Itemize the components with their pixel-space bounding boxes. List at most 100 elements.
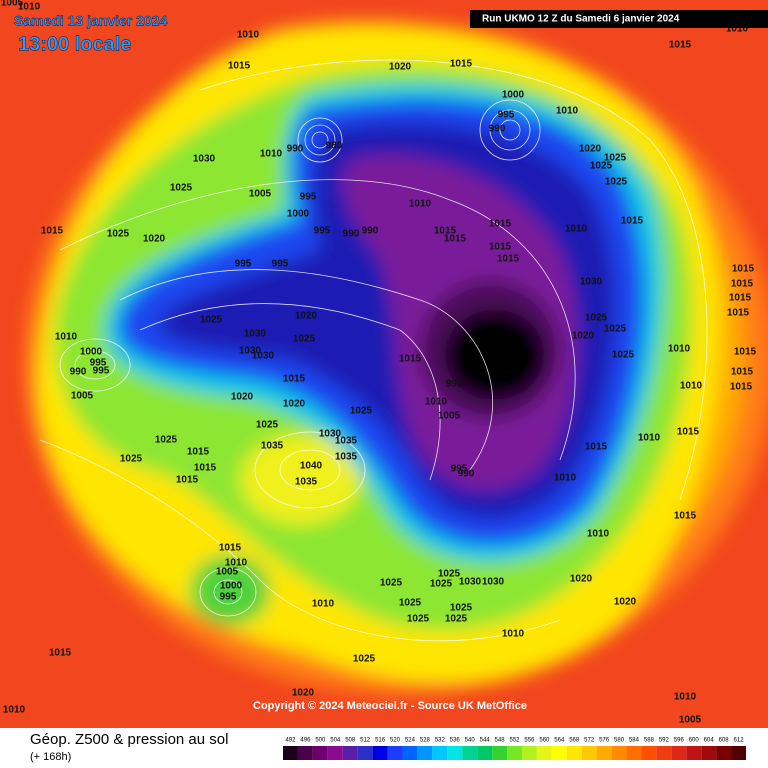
isobar-label: 1020 xyxy=(295,311,318,322)
scale-swatch xyxy=(731,746,746,760)
scale-swatch xyxy=(477,746,493,760)
isobar-label: 1010 xyxy=(18,2,41,13)
scale-label: 540 xyxy=(465,738,476,744)
scale-swatch xyxy=(372,746,388,760)
isobar-label: 1030 xyxy=(580,277,603,288)
isobar-label: 1020 xyxy=(292,688,315,699)
scale-label: 492 xyxy=(285,738,296,744)
isobar-label: 1010 xyxy=(502,629,525,640)
isobar-label: 1040 xyxy=(300,461,323,472)
isobar-label: 1020 xyxy=(570,574,593,585)
isobar-label: 995 xyxy=(314,226,331,237)
isobar-label: 1025 xyxy=(450,603,473,614)
scale-swatch xyxy=(387,746,403,760)
isobar-label: 1030 xyxy=(482,577,505,588)
scale-label: 508 xyxy=(345,738,356,744)
isobar-label: 1025 xyxy=(399,598,422,609)
isobar-label: 1010 xyxy=(638,433,661,444)
scale-swatch xyxy=(327,746,343,760)
zone xyxy=(190,555,270,625)
scale-swatch xyxy=(686,746,702,760)
isobar-label: 1020 xyxy=(579,144,602,155)
isobar-label: 1015 xyxy=(734,347,757,358)
isobar-label: 1010 xyxy=(425,397,448,408)
isobar-label: 1015 xyxy=(434,226,457,237)
color-scale: 492 496 500 504 508 512 516 520 524 528 532 536 540 5… xyxy=(283,738,746,760)
copyright: Copyright © 2024 Meteociel.fr - Source U… xyxy=(253,700,527,712)
isobar-label: 1025 xyxy=(353,654,376,665)
scale-swatch xyxy=(462,746,478,760)
run-banner xyxy=(470,10,768,28)
isobar-label: 995 xyxy=(220,592,237,603)
isobar-label: 1000 xyxy=(80,347,103,358)
scale-swatch xyxy=(671,746,687,760)
isobar-label: 1025 xyxy=(350,406,373,417)
scale-swatch xyxy=(312,746,328,760)
scale-swatch xyxy=(701,746,717,760)
scale-label: 516 xyxy=(375,738,386,744)
isobar-label: 1025 xyxy=(438,569,461,580)
scale-label: 608 xyxy=(719,738,730,744)
isobar-label: 1015 xyxy=(731,279,754,290)
isobar-label: 1025 xyxy=(155,435,178,446)
scale-label: 588 xyxy=(644,738,655,744)
scale-swatch xyxy=(581,746,597,760)
scale-label: 600 xyxy=(689,738,700,744)
isobar-label: 1030 xyxy=(239,346,262,357)
scale-label: 524 xyxy=(405,738,416,744)
isobar-label: 1015 xyxy=(444,234,467,245)
isobar-label: 1005 xyxy=(438,411,461,422)
scale-label: 504 xyxy=(330,738,341,744)
scale-label: 560 xyxy=(539,738,550,744)
scale-swatch xyxy=(402,746,418,760)
scale-swatch xyxy=(641,746,657,760)
scale-label: 604 xyxy=(704,738,715,744)
isobar-label: 990 xyxy=(287,144,304,155)
scale-swatch xyxy=(626,746,642,760)
isobar-label: 1015 xyxy=(399,354,422,365)
isobar-label: 1010 xyxy=(587,529,610,540)
scale-swatch xyxy=(656,746,672,760)
isobar-label: 1010 xyxy=(409,199,432,210)
scale-swatch xyxy=(596,746,612,760)
isobar-label: 1015 xyxy=(228,61,251,72)
isobar-label: 1010 xyxy=(3,705,26,716)
scale-swatch xyxy=(342,746,358,760)
isobar-label: 1015 xyxy=(219,543,242,554)
isobar-label: 990 xyxy=(489,124,506,135)
isobar-label: 1010 xyxy=(312,599,335,610)
scale-label: 556 xyxy=(524,738,535,744)
scale-label: 576 xyxy=(599,738,610,744)
isobar-label: 1015 xyxy=(176,475,199,486)
scale-label: 544 xyxy=(480,738,491,744)
scale-label: 528 xyxy=(420,738,431,744)
isobar-label: 995 xyxy=(93,366,110,377)
scale-label: 612 xyxy=(734,738,745,744)
valid-date: Samedi 13 janvier 2024 xyxy=(14,13,168,29)
isobar-label: 1015 xyxy=(727,308,750,319)
isobar-label: 1025 xyxy=(604,153,627,164)
isobar-label: 995 xyxy=(235,259,252,270)
valid-time: 13:00 locale xyxy=(18,33,131,55)
scale-swatch xyxy=(297,746,313,760)
isobar-label: 1010 xyxy=(554,473,577,484)
isobar-label: 1025 xyxy=(407,614,430,625)
isobar-label: 1015 xyxy=(674,511,697,522)
isobar-label: 1030 xyxy=(244,329,267,340)
isobar-label: 1005 xyxy=(216,567,239,578)
isobar-label: 1010 xyxy=(556,106,579,117)
isobar-label: 1000 xyxy=(287,209,310,220)
scale-label: 592 xyxy=(659,738,670,744)
isobars xyxy=(39,59,708,642)
scale-swatch xyxy=(611,746,627,760)
scale-swatch xyxy=(716,746,732,760)
scale-label: 596 xyxy=(674,738,685,744)
isobar-label: 1005 xyxy=(71,391,94,402)
isobar-label: 1030 xyxy=(459,577,482,588)
scale-label: 564 xyxy=(554,738,565,744)
isobar-label: 990 xyxy=(458,469,475,480)
zone xyxy=(240,435,360,525)
isobar-label: 1025 xyxy=(445,614,468,625)
scale-label: 552 xyxy=(509,738,520,744)
